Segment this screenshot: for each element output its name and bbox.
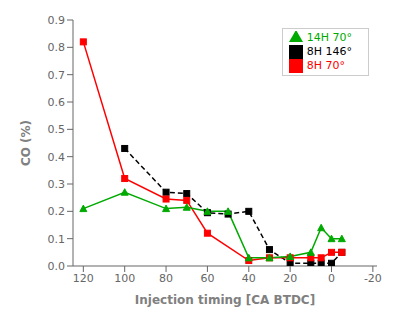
svg-text:40: 40	[242, 272, 256, 285]
svg-text:-20: -20	[364, 272, 382, 285]
svg-text:100: 100	[114, 272, 135, 285]
svg-text:0.4: 0.4	[48, 151, 66, 164]
html-text:14H 70°: 14H 70°	[306, 31, 352, 44]
svg-text:0.9: 0.9	[48, 14, 66, 27]
html-text:8H 146°: 8H 146°	[306, 45, 352, 58]
svg-text:0.3: 0.3	[48, 178, 66, 191]
svg-text:0.0: 0.0	[48, 260, 66, 273]
svg-text:120: 120	[73, 272, 94, 285]
svg-text:0.2: 0.2	[48, 205, 66, 218]
svg-text:60: 60	[200, 272, 214, 285]
svg-text:80: 80	[159, 272, 173, 285]
svg-text:0.1: 0.1	[48, 233, 66, 246]
svg-text:20: 20	[283, 272, 297, 285]
svg-text:0.6: 0.6	[48, 96, 66, 109]
svg-text:Injection timing [CA BTDC]: Injection timing [CA BTDC]	[135, 293, 315, 307]
svg-text:0.8: 0.8	[48, 41, 66, 54]
svg-text:CO (%): CO (%)	[19, 120, 33, 166]
svg-text:0: 0	[328, 272, 335, 285]
svg-text:0.5: 0.5	[48, 123, 66, 136]
svg-text:0.7: 0.7	[48, 69, 66, 82]
html-text:8H 70°: 8H 70°	[306, 59, 345, 72]
